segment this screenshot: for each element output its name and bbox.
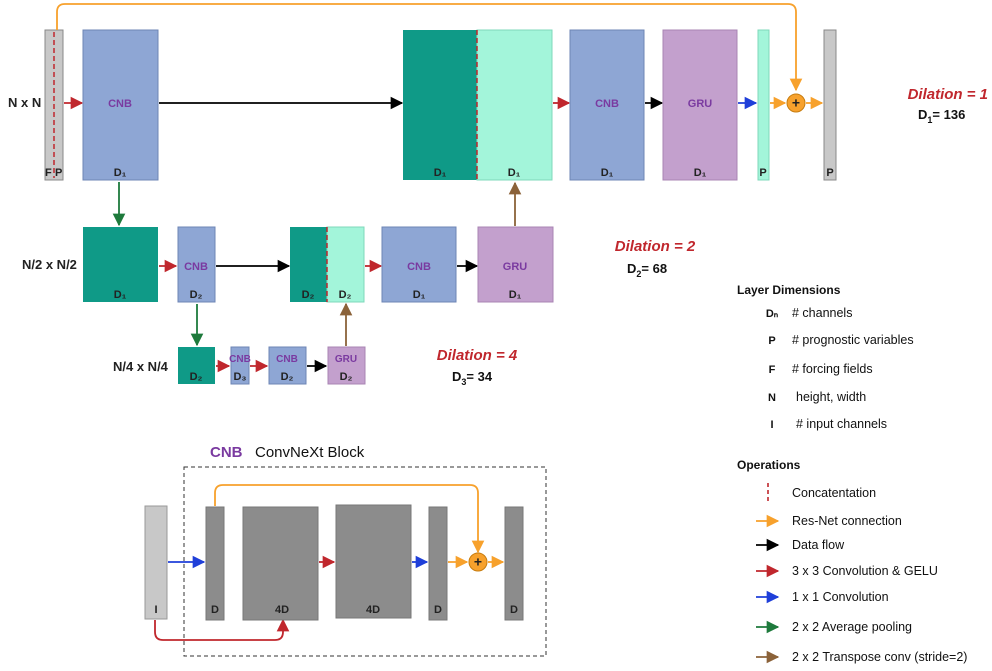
legend-layer-text: # prognostic variables <box>792 333 914 347</box>
d1-label: D₁ <box>694 167 707 179</box>
d1-label: D₁ <box>413 289 426 301</box>
cnb-d-out-block <box>504 506 524 621</box>
d2-label: D₂ <box>190 289 203 301</box>
dilation-1-title: Dilation = 1 <box>908 86 988 103</box>
d1-value: D1= 136 <box>918 107 965 125</box>
cnb-input-label: I <box>154 604 157 616</box>
cnb-detail-abbr: CNB <box>210 444 243 461</box>
legend-layer-sym: Dₙ <box>766 308 779 320</box>
legend-op-text: Res-Net connection <box>792 514 902 528</box>
d1-label: D₁ <box>509 289 522 301</box>
output-p-block <box>823 29 837 181</box>
d2-label: D₂ <box>302 289 315 301</box>
gru-block-mid <box>477 226 554 303</box>
legend-op-text: 2 x 2 Average pooling <box>792 620 912 634</box>
cnb-d-mid-block <box>428 506 448 621</box>
cnb-label: CNB <box>407 261 431 273</box>
d2-value: D2= 68 <box>627 261 667 279</box>
cnb-resnet-arrow <box>214 484 485 554</box>
cnb-label: CNB <box>184 261 208 273</box>
mint-block-top <box>476 29 553 181</box>
legend-op-text: Concatentation <box>792 486 876 500</box>
teal-block-mid-2 <box>290 227 327 302</box>
cnb-label: CNB <box>229 354 251 365</box>
plus-icon: + <box>792 95 800 111</box>
legend-layer-sym: F <box>769 364 776 376</box>
gru-label: GRU <box>688 98 713 110</box>
legend-layer-text: # channels <box>792 306 852 320</box>
add-node-top <box>786 93 806 113</box>
p-label: P <box>826 167 833 179</box>
cnb-label: CNB <box>108 98 132 110</box>
resolution-label-quarter: N/4 x N/4 <box>113 359 169 374</box>
legend-op-text: 3 x 3 Convolution & GELU <box>792 564 938 578</box>
legend-layer-text: # forcing fields <box>792 362 873 376</box>
d2-label: D₂ <box>339 289 352 301</box>
d3-value: D3= 34 <box>452 369 493 387</box>
legend-op-text: Data flow <box>792 538 845 552</box>
cnb-block-low <box>268 346 307 385</box>
legend-op-text: 2 x 2 Transpose conv (stride=2) <box>792 650 967 664</box>
d1-label: D₁ <box>114 167 127 179</box>
input-p-label: P <box>55 167 62 179</box>
cnb-add-node <box>468 552 488 572</box>
dilation-4-title: Dilation = 4 <box>437 347 518 364</box>
cnb-4d-label-a: 4D <box>275 604 289 616</box>
cnb-d-in-block <box>205 506 225 621</box>
cnb-d-in-label: D <box>211 604 219 616</box>
cnb-4d-block-b <box>335 504 412 619</box>
cnb-4d-label-b: 4D <box>366 604 380 616</box>
legend-layer-title: Layer Dimensions <box>737 283 841 297</box>
resolution-label-full: N x N <box>8 95 41 110</box>
d1-label: D₁ <box>601 167 614 179</box>
resolution-label-half: N/2 x N/2 <box>22 257 77 272</box>
cnb-label: CNB <box>276 354 298 365</box>
legend-ops-title: Operations <box>737 458 801 472</box>
cnb-block-top-right <box>569 29 645 181</box>
skip-connection-top <box>56 3 803 92</box>
teal-block-mid <box>83 227 158 302</box>
d1-label: D₁ <box>114 289 127 301</box>
d2-label: D₂ <box>190 371 203 383</box>
d3-label: D₃ <box>233 371 246 383</box>
p-label: P <box>759 167 766 179</box>
cnb-d-mid-label: D <box>434 604 442 616</box>
cnb-detail-title: ConvNeXt Block <box>255 444 365 461</box>
teal-block-low <box>178 347 215 384</box>
gru-block-low <box>327 346 366 385</box>
gru-block-top <box>662 29 738 181</box>
cnb-label: CNB <box>595 98 619 110</box>
d1-label: D₁ <box>508 167 521 179</box>
cnb-block-low-small <box>230 346 250 385</box>
p-block-mint <box>757 29 770 181</box>
dilation-2-title: Dilation = 2 <box>615 238 696 255</box>
d2-label: D₂ <box>340 371 353 383</box>
gru-label: GRU <box>335 354 357 365</box>
cnb-block-mid <box>381 226 457 303</box>
cnb-input-block <box>144 505 168 620</box>
cnb-d-out-label: D <box>510 604 518 616</box>
legend-layer-sym: I <box>770 419 773 431</box>
legend-layer-text: height, width <box>796 390 866 404</box>
cnb-conv3-bypass-arrow <box>154 618 290 641</box>
mint-block-mid <box>326 226 365 303</box>
legend-op-text: 1 x 1 Convolution <box>792 590 889 604</box>
legend-layer-text: # input channels <box>796 417 887 431</box>
legend-layer-sym: P <box>768 335 775 347</box>
cnb-detail-frame <box>183 466 547 657</box>
cnb-4d-block-a <box>242 506 319 621</box>
gru-label: GRU <box>503 261 528 273</box>
cnb-block-top-left <box>82 29 159 181</box>
cnb-block-mid-small <box>177 226 216 303</box>
plus-icon: + <box>474 554 482 570</box>
d2-label: D₂ <box>281 371 294 383</box>
d1-label: D₁ <box>434 167 447 179</box>
teal-block-top <box>403 30 477 180</box>
legend-layer-sym: N <box>768 392 776 404</box>
input-f-label: F <box>45 167 52 179</box>
